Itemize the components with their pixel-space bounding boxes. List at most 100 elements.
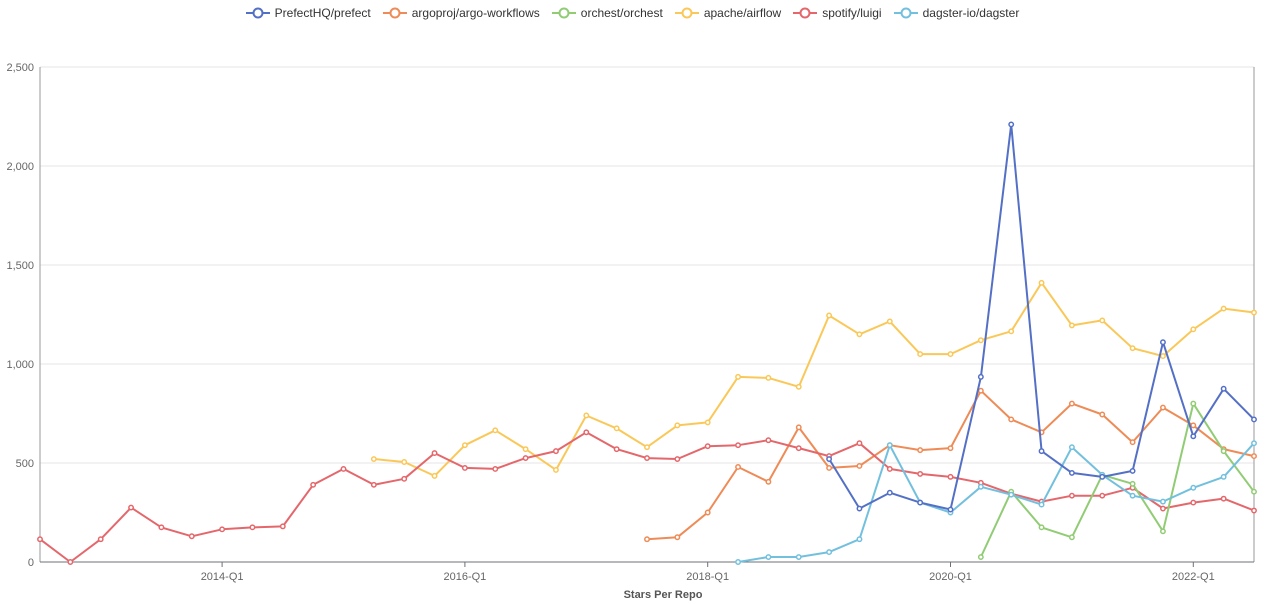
data-point-spotify-luigi <box>1068 492 1075 499</box>
data-point-spotify-luigi <box>37 536 43 543</box>
legend-item-dagster-io-dagster[interactable]: dagster-io/dagster <box>893 6 1020 20</box>
data-point-apache-airflow <box>1160 353 1166 360</box>
data-point-dagster-io-dagster <box>1190 484 1197 491</box>
data-point-orchest-orchest <box>1220 448 1227 455</box>
data-point-dagster-io-dagster <box>1220 473 1227 480</box>
data-point-argoproj-argo-workflows <box>735 464 741 470</box>
data-point-prefecthq-prefect <box>1251 416 1257 423</box>
data-point-spotify-luigi <box>310 481 317 488</box>
data-point-spotify-luigi <box>370 481 377 488</box>
data-point-prefecthq-prefect <box>1068 469 1075 476</box>
data-point-spotify-luigi <box>674 456 681 462</box>
legend-marker-icon <box>793 7 818 19</box>
legend-label: dagster-io/dagster <box>922 6 1020 20</box>
data-point-prefecthq-prefect <box>1160 339 1166 346</box>
data-point-prefecthq-prefect <box>1129 467 1136 474</box>
data-point-argoproj-argo-workflows <box>977 387 984 394</box>
data-point-argoproj-argo-workflows <box>1129 439 1136 446</box>
data-point-spotify-luigi <box>644 455 650 461</box>
y-tick-label: 2,500 <box>6 62 34 74</box>
data-point-prefecthq-prefect <box>856 505 863 512</box>
data-point-prefecthq-prefect <box>1099 473 1106 480</box>
data-point-spotify-luigi <box>279 523 286 530</box>
y-tick-label: 2,000 <box>6 161 34 173</box>
data-point-apache-airflow <box>431 472 438 479</box>
data-point-argoproj-argo-workflows <box>765 478 772 485</box>
data-point-spotify-luigi <box>522 455 529 461</box>
data-point-dagster-io-dagster <box>735 559 741 565</box>
data-point-apache-airflow <box>826 312 833 319</box>
legend-item-prefecthq-prefect[interactable]: PrefectHQ/prefect <box>245 6 371 20</box>
data-point-argoproj-argo-workflows <box>1160 404 1166 411</box>
data-point-argoproj-argo-workflows <box>704 509 711 516</box>
data-point-dagster-io-dagster <box>1038 501 1045 508</box>
legend-label: argoproj/argo-workflows <box>411 6 540 20</box>
data-point-apache-airflow <box>1251 309 1257 316</box>
data-point-prefecthq-prefect <box>947 506 954 513</box>
data-point-prefecthq-prefect <box>1190 433 1197 440</box>
data-point-dagster-io-dagster <box>826 549 833 556</box>
data-point-apache-airflow <box>765 374 772 381</box>
data-point-spotify-luigi <box>97 536 104 543</box>
data-point-argoproj-argo-workflows <box>1068 400 1075 407</box>
data-point-spotify-luigi <box>340 465 347 472</box>
data-point-apache-airflow <box>1129 345 1136 352</box>
data-point-apache-airflow <box>461 442 468 449</box>
data-point-spotify-luigi <box>1160 505 1166 512</box>
data-point-spotify-luigi <box>461 465 468 471</box>
legend: PrefectHQ/prefect argoproj/argo-workflows… <box>0 4 1265 22</box>
data-point-apache-airflow <box>704 419 711 426</box>
data-point-spotify-luigi <box>886 465 893 472</box>
x-axis-title: Stars Per Repo <box>624 589 703 601</box>
legend-item-orchest-orchest[interactable]: orchest/orchest <box>551 6 663 20</box>
data-point-argoproj-argo-workflows <box>1190 422 1197 429</box>
legend-item-apache-airflow[interactable]: apache/airflow <box>674 6 782 20</box>
data-point-spotify-luigi <box>613 446 620 453</box>
data-point-dagster-io-dagster <box>1251 440 1257 447</box>
data-point-spotify-luigi <box>947 473 954 480</box>
data-point-argoproj-argo-workflows <box>1251 453 1257 460</box>
data-point-argoproj-argo-workflows <box>826 465 833 471</box>
data-point-apache-airflow <box>886 318 893 325</box>
data-point-spotify-luigi <box>1190 499 1197 506</box>
data-point-prefecthq-prefect <box>917 499 924 506</box>
data-point-prefecthq-prefect <box>1038 448 1045 455</box>
data-point-prefecthq-prefect <box>826 456 833 462</box>
legend-marker-icon <box>245 7 270 19</box>
data-point-orchest-orchest <box>1190 400 1197 407</box>
data-point-apache-airflow <box>522 446 529 453</box>
data-point-dagster-io-dagster <box>795 554 802 560</box>
data-point-argoproj-argo-workflows <box>1099 411 1106 418</box>
data-point-orchest-orchest <box>1160 528 1166 535</box>
data-point-apache-airflow <box>1008 328 1015 335</box>
legend-label: PrefectHQ/prefect <box>274 6 371 20</box>
data-point-spotify-luigi <box>67 559 74 565</box>
data-point-spotify-luigi <box>765 437 772 444</box>
data-point-spotify-luigi <box>401 475 408 482</box>
data-point-spotify-luigi <box>431 450 438 457</box>
legend-item-argoproj-argo-workflows[interactable]: argoproj/argo-workflows <box>382 6 540 20</box>
data-point-spotify-luigi <box>735 442 741 449</box>
legend-label: spotify/luigi <box>822 6 882 20</box>
data-point-argoproj-argo-workflows <box>1008 416 1015 423</box>
data-point-apache-airflow <box>1220 305 1227 312</box>
data-point-spotify-luigi <box>704 443 711 450</box>
series-line-dagster-io-dagster <box>737 442 1255 563</box>
legend-label: apache/airflow <box>703 6 782 20</box>
data-point-apache-airflow <box>583 412 590 419</box>
data-point-prefecthq-prefect <box>977 373 984 380</box>
data-point-spotify-luigi <box>128 504 135 511</box>
data-point-apache-airflow <box>1190 326 1197 333</box>
data-point-apache-airflow <box>1099 317 1106 324</box>
legend-marker-icon <box>674 7 699 19</box>
data-point-spotify-luigi <box>1220 495 1227 502</box>
data-point-spotify-luigi <box>856 440 863 447</box>
data-point-apache-airflow <box>735 373 741 380</box>
legend-item-spotify-luigi[interactable]: spotify/luigi <box>793 6 882 20</box>
data-point-prefecthq-prefect <box>886 489 893 496</box>
data-point-orchest-orchest <box>977 554 984 560</box>
data-point-spotify-luigi <box>188 533 195 540</box>
data-point-apache-airflow <box>947 351 954 358</box>
data-point-dagster-io-dagster <box>1160 498 1166 505</box>
